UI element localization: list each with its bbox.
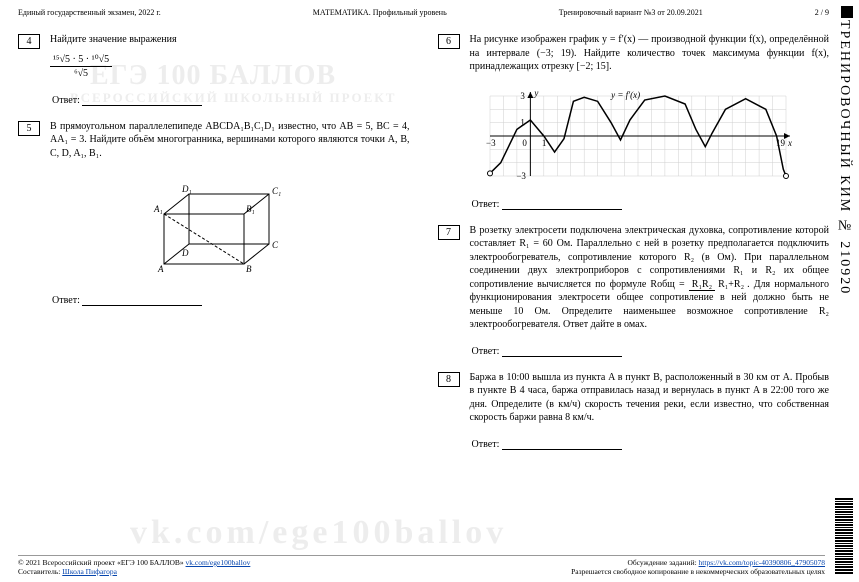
svg-text:B: B xyxy=(246,264,252,274)
watermark-url: vk.com/ege100ballov xyxy=(130,514,507,552)
sidebar-text: ТРЕНИРОВОЧНЫЙ КИМ № 210920 xyxy=(836,20,852,492)
problem-title: Найдите значение выражения xyxy=(50,33,410,47)
svg-text:y: y xyxy=(534,88,539,98)
problem-text: В розетку электросети подключена электри… xyxy=(470,224,830,332)
answer-line xyxy=(502,209,622,210)
svg-text:D: D xyxy=(181,248,189,258)
footer: © 2021 Всероссийский проект «ЕГЭ 100 БАЛ… xyxy=(18,555,825,576)
svg-text:−3: −3 xyxy=(486,138,496,148)
problem-text: В прямоугольном параллелепипеде ABCDA₁B₁… xyxy=(50,120,410,161)
expression-fraction: ¹⁵√5 · 5 · ¹⁰√5 ⁶√5 xyxy=(50,53,112,81)
header-right: Тренировочный вариант №3 от 20.09.2021 xyxy=(559,8,703,17)
header-left: Единый государственный экзамен, 2022 г. xyxy=(18,8,161,17)
problem-8: 8 Баржа в 10:00 вышла из пункта A в пунк… xyxy=(438,371,830,425)
problem-number: 4 xyxy=(18,34,40,49)
svg-text:D₁: D₁ xyxy=(181,184,192,194)
answer-label: Ответ: xyxy=(472,346,500,357)
answer-line xyxy=(82,305,202,306)
svg-text:0: 0 xyxy=(523,138,528,148)
answer-7: Ответ: xyxy=(472,346,830,357)
answer-4: Ответ: xyxy=(52,95,410,106)
problem-number: 8 xyxy=(438,372,460,387)
box-diagram: A B C D A₁ B₁ C₁ D₁ xyxy=(134,174,294,284)
footer-link-author[interactable]: Школа Пифагора xyxy=(62,567,117,576)
sidebar: ТРЕНИРОВОЧНЫЙ КИМ № 210920 xyxy=(833,20,855,574)
footer-link-vk[interactable]: vk.com/ege100ballov xyxy=(186,558,251,567)
svg-text:C: C xyxy=(272,240,279,250)
answer-line xyxy=(502,449,622,450)
problem-4: 4 Найдите значение выражения ¹⁵√5 · 5 · … xyxy=(18,33,410,81)
svg-text:3: 3 xyxy=(521,91,526,101)
svg-text:A: A xyxy=(157,264,164,274)
problem-text: Баржа в 10:00 вышла из пункта A в пункт … xyxy=(470,371,830,425)
derivative-graph: y x 0 1 1 3 −3 −3 19 y = f′(x) xyxy=(468,88,798,188)
svg-text:y = f′(x): y = f′(x) xyxy=(610,90,640,100)
barcode xyxy=(835,498,853,574)
problem-number: 6 xyxy=(438,34,460,49)
corner-marker xyxy=(841,6,853,18)
problem-6: 6 На рисунке изображен график y = f′(x) … xyxy=(438,33,830,74)
svg-text:B₁: B₁ xyxy=(246,204,255,214)
frac-top: ¹⁵√5 · 5 · ¹⁰√5 xyxy=(50,53,112,68)
svg-text:−3: −3 xyxy=(517,171,527,181)
answer-8: Ответ: xyxy=(472,439,830,450)
problem-7: 7 В розетку электросети подключена элект… xyxy=(438,224,830,332)
svg-text:x: x xyxy=(787,138,792,148)
footer-license: Разрешается свободное копирование в неко… xyxy=(571,567,825,576)
answer-label: Ответ: xyxy=(472,199,500,210)
problem-number: 7 xyxy=(438,225,460,240)
frac-bot: ⁶√5 xyxy=(50,67,112,81)
problem-number: 5 xyxy=(18,121,40,136)
svg-text:1: 1 xyxy=(521,117,526,127)
problem-text: На рисунке изображен график y = f′(x) — … xyxy=(470,33,830,74)
answer-line xyxy=(502,356,622,357)
footer-author-label: Составитель: xyxy=(18,567,62,576)
problem-5: 5 В прямоугольном параллелепипеде ABCDA₁… xyxy=(18,120,410,161)
answer-label: Ответ: xyxy=(472,439,500,450)
svg-text:A₁: A₁ xyxy=(153,204,163,214)
footer-left: © 2021 Всероссийский проект «ЕГЭ 100 БАЛ… xyxy=(18,558,186,567)
footer-link-topic[interactable]: https://vk.com/topic-40390806_47905078 xyxy=(699,558,825,567)
svg-text:C₁: C₁ xyxy=(272,186,281,196)
answer-6: Ответ: xyxy=(472,199,830,210)
footer-discuss-label: Обсуждение заданий: xyxy=(627,558,698,567)
answer-label: Ответ: xyxy=(52,295,80,306)
answer-5: Ответ: xyxy=(52,295,410,306)
answer-line xyxy=(82,105,202,106)
header-mid: МАТЕМАТИКА. Профильный уровень xyxy=(313,8,447,17)
header-page: 2 / 9 xyxy=(815,8,829,17)
svg-text:1: 1 xyxy=(542,138,547,148)
page-header: Единый государственный экзамен, 2022 г. … xyxy=(18,8,829,17)
svg-text:19: 19 xyxy=(776,138,786,148)
answer-label: Ответ: xyxy=(52,95,80,106)
